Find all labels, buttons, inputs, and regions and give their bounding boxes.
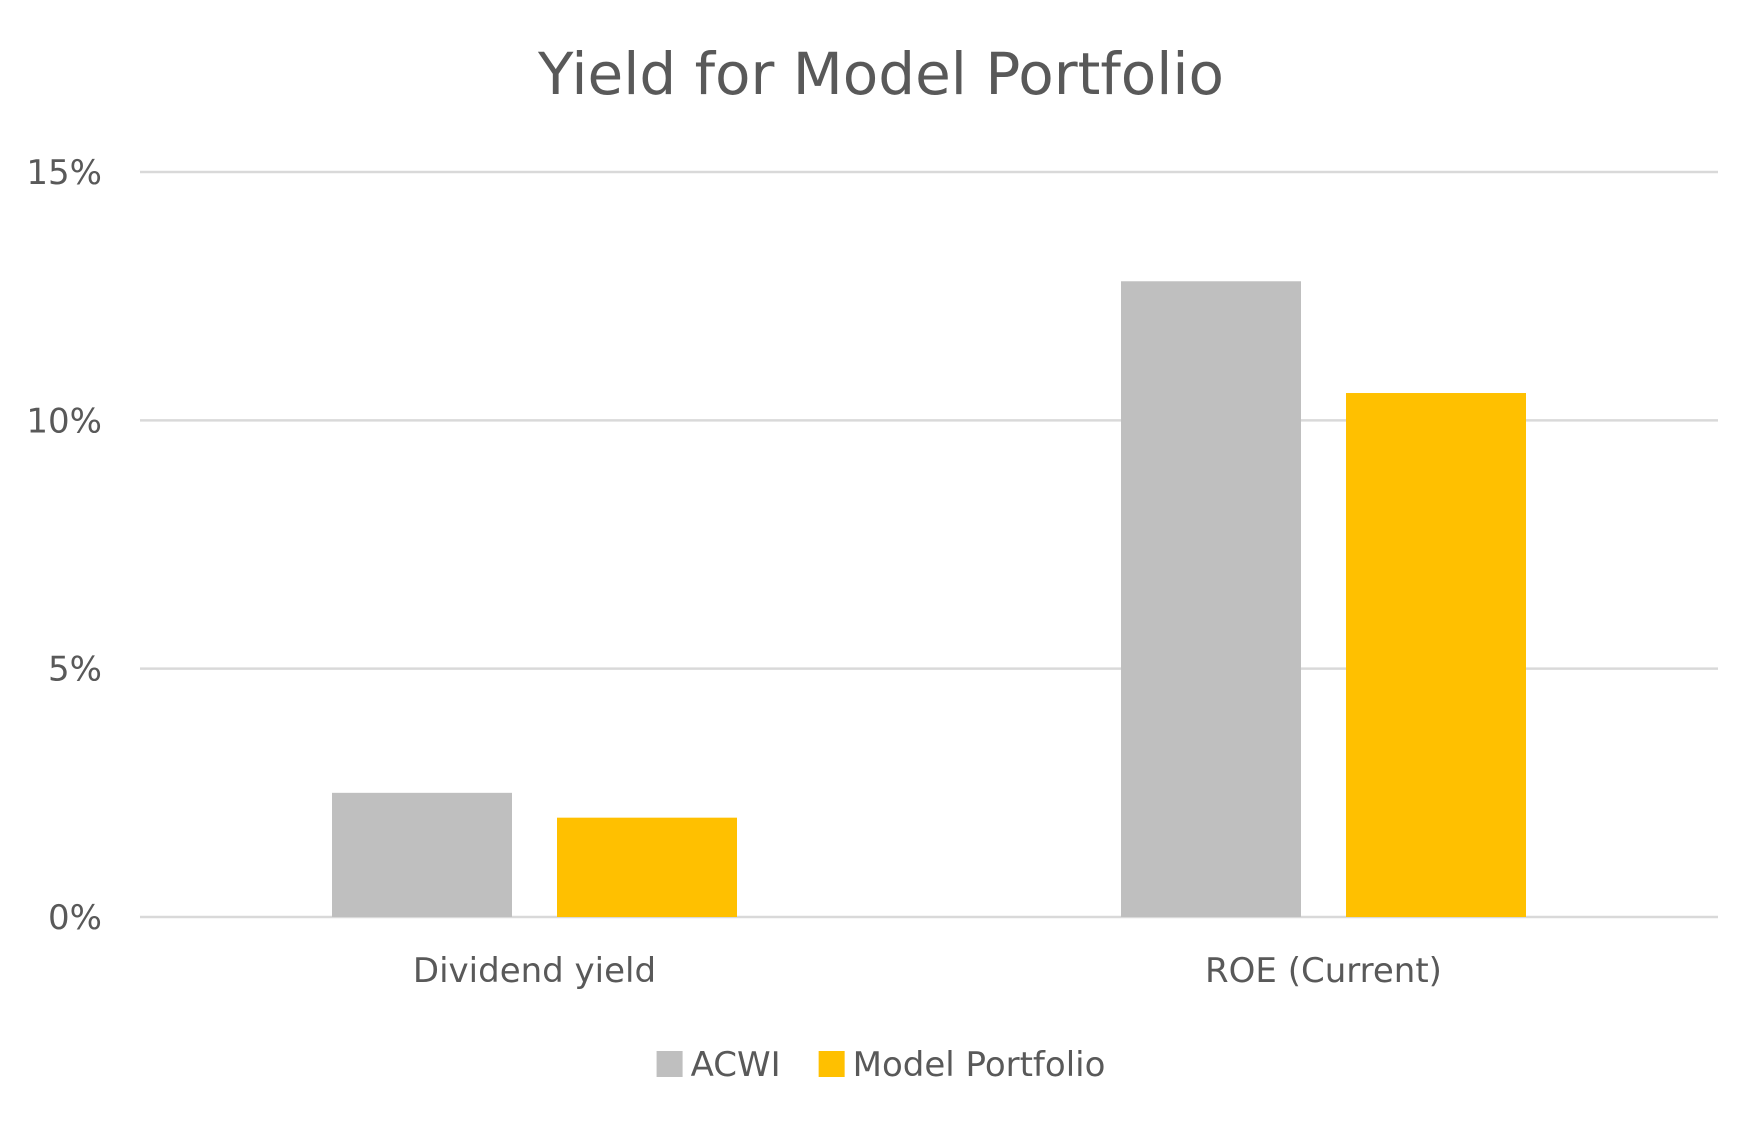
legend-swatch bbox=[818, 1051, 845, 1077]
bar-model-portfolio-roe-current bbox=[1346, 393, 1526, 917]
x-category-label: Dividend yield bbox=[413, 951, 656, 991]
bar-model-portfolio-dividend-yield bbox=[557, 817, 737, 917]
legend-label: Model Portfolio bbox=[853, 1045, 1106, 1085]
bars bbox=[332, 281, 1526, 917]
legend: ACWI Model Portfolio bbox=[656, 1045, 1106, 1085]
x-category-label: ROE (Current) bbox=[1205, 951, 1442, 991]
y-tick-label: 10% bbox=[26, 401, 102, 441]
legend-swatch bbox=[656, 1051, 683, 1077]
legend-label: ACWI bbox=[691, 1045, 781, 1085]
y-tick-label: 15% bbox=[26, 153, 102, 193]
bar-acwi-dividend-yield bbox=[332, 792, 512, 917]
y-tick-label: 0% bbox=[48, 898, 102, 938]
bar-acwi-roe-current bbox=[1121, 281, 1301, 917]
y-axis-tick-labels: 0% 5% 10% 15% bbox=[26, 153, 102, 938]
chart-title: Yield for Model Portfolio bbox=[537, 40, 1224, 108]
x-axis-category-labels: Dividend yield ROE (Current) bbox=[413, 951, 1442, 991]
y-tick-label: 5% bbox=[48, 650, 102, 690]
